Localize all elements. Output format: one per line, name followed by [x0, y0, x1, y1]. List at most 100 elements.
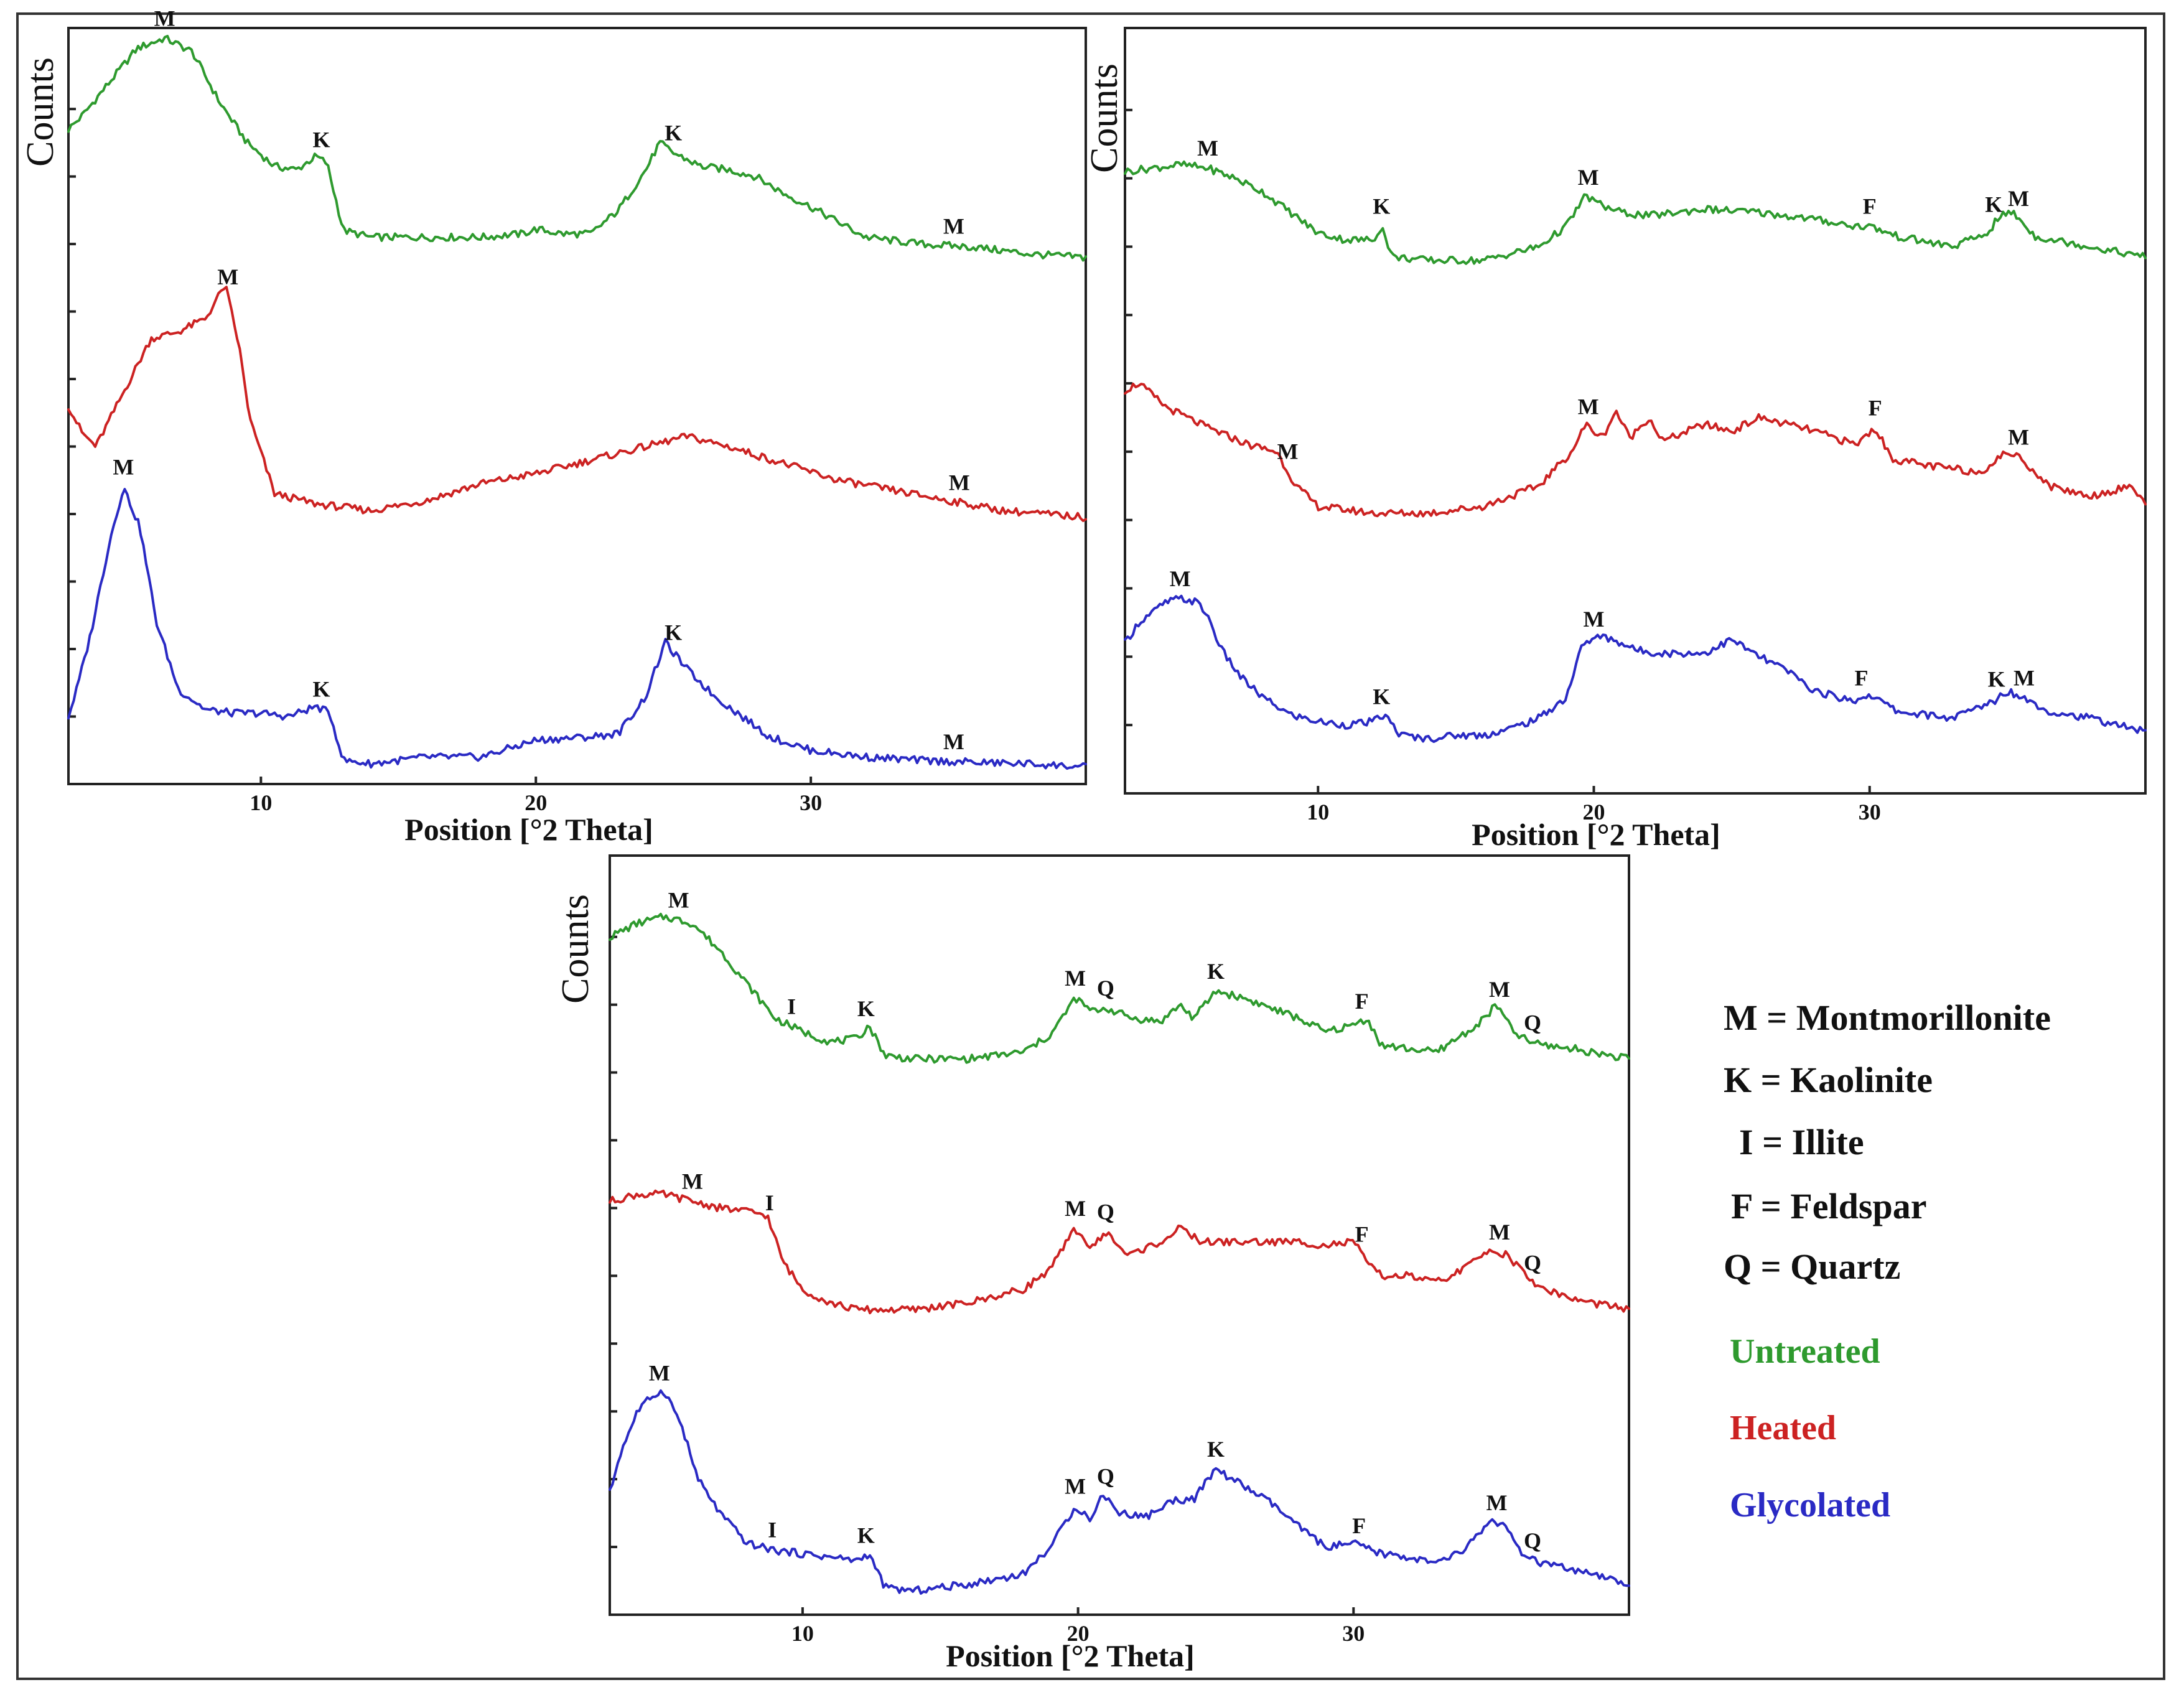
peak-label-m: M [1489, 1220, 1510, 1244]
legend-series-glycolated: Glycolated [1730, 1486, 1890, 1525]
peak-label-k: K [313, 677, 330, 702]
legend-key-kaolinite: K = Kaolinite [1724, 1060, 1933, 1100]
y-axis-title: Counts [1083, 63, 1126, 173]
peak-label-m: M [217, 264, 238, 289]
peak-label-k: K [1988, 666, 2005, 691]
series-heated [609, 1189, 1630, 1315]
peak-label-k: K [1207, 1437, 1225, 1462]
peak-label-m: M [1170, 566, 1191, 591]
x-tick-label: 20 [1067, 1621, 1090, 1646]
peak-label-f: F [1352, 1513, 1366, 1538]
trace-line-untreated [67, 35, 1087, 262]
series-heated [67, 286, 1087, 522]
peak-label-k: K [1985, 192, 2002, 217]
peak-label-k: K [665, 620, 682, 645]
x-axis-title: Position [°2 Theta] [404, 812, 653, 847]
legend-key-illite: I = Illite [1739, 1122, 1864, 1162]
peak-label-k: K [857, 996, 875, 1021]
peak-label-m: M [1578, 395, 1599, 419]
peak-label-k: K [1373, 194, 1390, 218]
peak-label-i: I [765, 1190, 774, 1215]
chart-panel-top-left: 10 20 30 Position [°2 Theta] Counts M K K M M M M K K… [19, 6, 1087, 847]
peak-label-q: Q [1524, 1010, 1541, 1035]
peak-label-m: M [682, 1169, 703, 1194]
peak-label-m: M [2014, 665, 2035, 690]
peak-label-q: Q [1097, 976, 1114, 1001]
peak-label-m: M [1578, 165, 1599, 190]
trace-line-untreated [1124, 160, 2147, 265]
trace-line-glycolated [1124, 594, 2147, 743]
peak-label-m: M [1489, 977, 1510, 1002]
y-axis-title: Counts [19, 57, 62, 167]
series-glycolated [1124, 594, 2147, 743]
x-axis-title: Position [°2 Theta] [946, 1638, 1195, 1673]
peak-label-m: M [1197, 136, 1218, 161]
x-tick-label: 10 [1307, 800, 1329, 824]
peak-label-m: M [2008, 425, 2029, 450]
peak-label-k: K [857, 1523, 875, 1548]
peak-label-m: M [154, 6, 175, 30]
peak-label-m: M [949, 470, 970, 495]
peak-label-k: K [1373, 684, 1390, 709]
peak-label-m: M [943, 729, 964, 754]
peak-label-m: M [668, 887, 689, 912]
plot-area-frame [1124, 27, 2147, 795]
legend: M = Montmorillonite K = Kaolinite I = Il… [1724, 997, 2051, 1525]
legend-series-untreated: Untreated [1730, 1332, 1880, 1371]
peak-label-m: M [1065, 1474, 1086, 1499]
x-tick-label: 20 [1583, 800, 1605, 824]
peak-label-m: M [113, 455, 134, 480]
peak-label-m: M [649, 1360, 670, 1385]
peak-label-k: K [665, 121, 682, 146]
peak-label-m: M [1584, 607, 1605, 632]
peak-label-q: Q [1097, 1200, 1114, 1225]
peak-label-q: Q [1097, 1464, 1114, 1488]
legend-key-montmorillonite: M = Montmorillonite [1724, 997, 2051, 1038]
trace-line-heated [67, 286, 1087, 522]
peak-label-m: M [943, 213, 964, 238]
x-axis-title: Position [°2 Theta] [1472, 817, 1720, 852]
series-legend: Untreated Heated Glycolated [1730, 1332, 1890, 1525]
series-untreated [1124, 160, 2147, 265]
peak-label-q: Q [1524, 1528, 1541, 1553]
peak-label-f: F [1863, 194, 1877, 218]
legend-series-heated: Heated [1730, 1409, 1836, 1447]
series-heated [1124, 382, 2147, 518]
x-tick-label: 10 [250, 790, 272, 815]
peak-label-k: K [1207, 959, 1225, 984]
legend-key-quartz: Q = Quartz [1724, 1246, 1900, 1287]
x-tick-label: 30 [1859, 800, 1881, 824]
peak-label-f: F [1869, 395, 1882, 420]
peak-label-q: Q [1524, 1250, 1541, 1275]
x-tick-label: 10 [791, 1621, 814, 1646]
series-untreated [609, 912, 1630, 1064]
peak-label-f: F [1355, 1222, 1369, 1247]
trace-line-heated [609, 1189, 1630, 1315]
trace-line-untreated [609, 912, 1630, 1064]
trace-line-heated [1124, 382, 2147, 518]
peak-annotations: M K K M M M M K K M [113, 6, 969, 754]
peak-label-m: M [1065, 1196, 1086, 1221]
series-glycolated [67, 488, 1087, 770]
peak-label-i: I [787, 994, 796, 1019]
peak-label-i: I [768, 1517, 777, 1542]
y-axis-title: Counts [554, 894, 597, 1004]
peak-label-m: M [1486, 1490, 1508, 1515]
x-tick-label: 30 [800, 790, 822, 815]
peak-label-f: F [1854, 665, 1868, 690]
peak-label-k: K [313, 128, 330, 152]
x-tick-label: 30 [1342, 1621, 1365, 1646]
plot-area-frame [67, 27, 1087, 785]
series-glycolated [609, 1389, 1630, 1595]
trace-line-glycolated [67, 488, 1087, 770]
trace-line-glycolated [609, 1389, 1630, 1595]
peak-label-m: M [1277, 439, 1299, 464]
figure-frame [16, 12, 2165, 1680]
legend-key-feldspar: F = Feldspar [1731, 1186, 1926, 1226]
peak-label-f: F [1355, 989, 1369, 1014]
